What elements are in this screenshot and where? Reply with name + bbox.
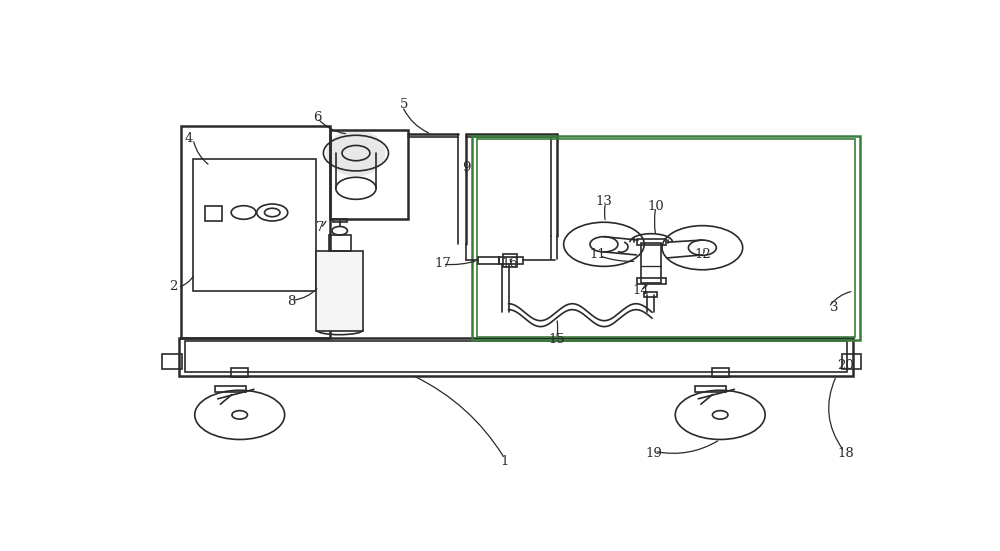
Text: 6: 6: [313, 111, 321, 123]
Bar: [333, 219, 347, 222]
Text: 19: 19: [646, 446, 663, 460]
Text: 9: 9: [462, 161, 470, 175]
Bar: [503, 254, 517, 267]
Bar: [478, 257, 499, 264]
Text: 20: 20: [837, 359, 854, 372]
Bar: [193, 159, 316, 291]
Text: 14: 14: [632, 284, 649, 298]
Bar: [215, 386, 246, 392]
Bar: [316, 251, 363, 331]
Bar: [329, 235, 351, 251]
Text: 7: 7: [316, 221, 325, 234]
Bar: [712, 368, 729, 377]
Bar: [637, 278, 666, 284]
Bar: [499, 257, 523, 264]
Text: 17: 17: [434, 257, 451, 270]
Text: 2: 2: [169, 280, 177, 293]
Text: 1: 1: [501, 455, 509, 468]
Bar: [231, 368, 248, 377]
Text: 4: 4: [184, 132, 193, 145]
Bar: [637, 239, 666, 245]
Bar: [842, 354, 861, 369]
Bar: [477, 139, 855, 337]
Text: 3: 3: [830, 301, 838, 315]
Bar: [472, 136, 860, 340]
Text: 10: 10: [648, 199, 664, 213]
Text: 16: 16: [502, 257, 519, 270]
Text: 8: 8: [287, 295, 296, 308]
Bar: [695, 386, 726, 392]
Text: 11: 11: [589, 249, 606, 261]
Bar: [185, 341, 847, 372]
Bar: [641, 243, 661, 283]
Text: 12: 12: [694, 249, 711, 261]
Text: 15: 15: [548, 333, 565, 346]
Text: 13: 13: [596, 196, 612, 208]
Bar: [644, 292, 657, 298]
Bar: [330, 130, 408, 219]
Text: 18: 18: [837, 446, 854, 460]
Bar: [162, 354, 182, 369]
Bar: [181, 126, 330, 338]
Text: 5: 5: [400, 98, 408, 111]
Bar: [179, 338, 853, 376]
Polygon shape: [327, 130, 385, 176]
Bar: [205, 206, 222, 221]
